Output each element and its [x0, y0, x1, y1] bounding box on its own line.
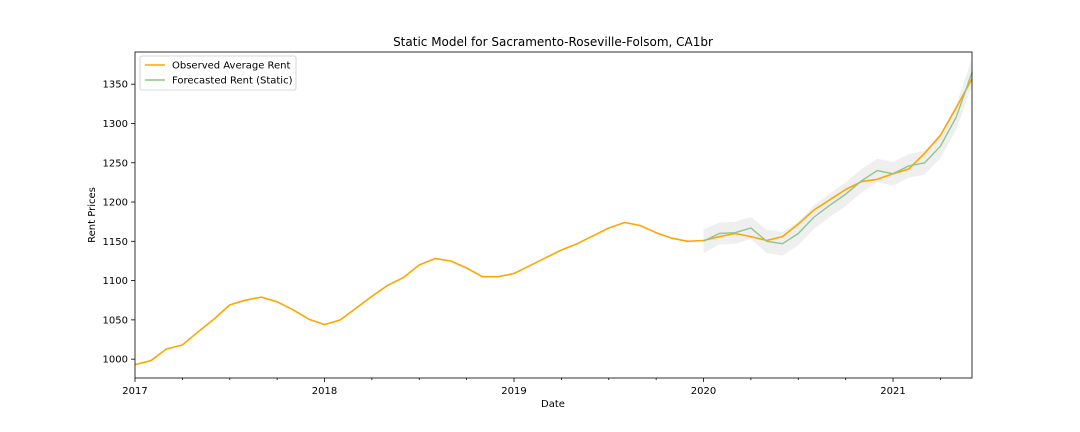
x-tick-label: 2021: [880, 386, 905, 397]
y-tick-label: 1250: [103, 158, 128, 169]
x-tick-label: 2018: [312, 386, 337, 397]
series-line-0: [134, 78, 973, 366]
y-tick-label: 1050: [103, 315, 128, 326]
legend-label-forecast: Forecasted Rent (Static): [172, 76, 293, 87]
x-tick-label: 2017: [122, 386, 147, 397]
x-axis: 2017 2018 2019 2020 2021: [122, 378, 941, 397]
y-tick-label: 1100: [103, 276, 128, 287]
series-layer: [134, 72, 973, 366]
y-axis-label: Rent Prices: [87, 187, 98, 243]
y-tick-label: 1350: [103, 80, 128, 91]
y-tick-label: 1200: [103, 198, 128, 209]
y-tick-label: 1300: [103, 119, 128, 130]
legend-box: [139, 55, 297, 91]
x-tick-label: 2020: [691, 386, 716, 397]
confidence-band-layer: [703, 59, 972, 256]
legend-label-observed: Observed Average Rent: [172, 61, 291, 72]
confidence-band-1: [703, 59, 972, 256]
y-tick-label: 1000: [103, 355, 128, 366]
y-tick-label: 1150: [103, 237, 128, 248]
chart-title: Static Model for Sacramento-Roseville-Fo…: [393, 35, 713, 49]
legend: Observed Average Rent Forecasted Rent (S…: [139, 55, 297, 91]
x-axis-label: Date: [541, 399, 565, 410]
y-axis: 1000 1050 1100 1150 1200 1250 1300 1350: [103, 80, 135, 366]
x-tick-label: 2019: [501, 386, 526, 397]
plot-frame: [134, 51, 973, 379]
series-line-1: [703, 72, 973, 245]
